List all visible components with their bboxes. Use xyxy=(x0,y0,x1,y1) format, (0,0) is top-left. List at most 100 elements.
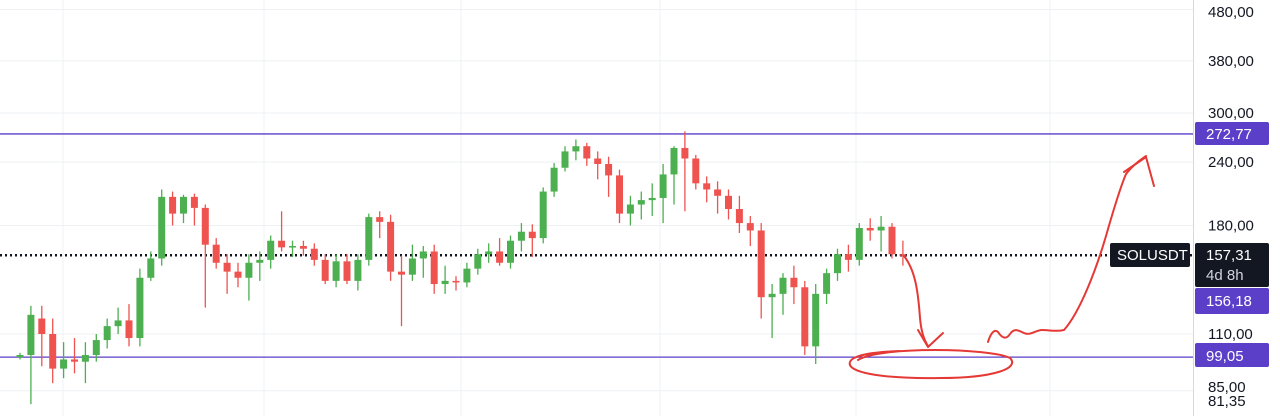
candle[interactable] xyxy=(507,235,514,269)
candle[interactable] xyxy=(136,268,144,347)
candle[interactable] xyxy=(16,352,24,360)
candle[interactable] xyxy=(496,238,504,266)
candle[interactable] xyxy=(212,238,220,269)
candle[interactable] xyxy=(735,195,743,233)
candle-body xyxy=(496,251,504,263)
candle[interactable] xyxy=(278,211,286,252)
drawn-arrowhead-up[interactable] xyxy=(1123,156,1155,187)
price-axis[interactable]: 480,00 380,00 300,00 240,00 180,00 110,00 85,0… xyxy=(1193,0,1254,416)
secondary-price-badge[interactable]: 156,18 xyxy=(1195,288,1269,314)
candle[interactable] xyxy=(289,240,296,258)
candle[interactable] xyxy=(594,151,602,180)
current-price-badge[interactable]: SOLUSDT 157,31 4d 8h xyxy=(1110,243,1269,287)
candle[interactable] xyxy=(452,276,460,291)
candle[interactable] xyxy=(801,280,809,355)
drawn-arrowhead-down[interactable] xyxy=(917,329,944,348)
candle[interactable] xyxy=(812,284,820,364)
candle[interactable] xyxy=(190,193,198,226)
candle-body xyxy=(441,280,449,285)
candle[interactable] xyxy=(441,265,449,294)
level-top-badge[interactable]: 272,77 xyxy=(1195,122,1269,145)
candlestick-series[interactable] xyxy=(16,131,907,405)
candle[interactable] xyxy=(201,204,209,308)
candle[interactable] xyxy=(899,240,907,266)
candle[interactable] xyxy=(768,284,776,339)
candle[interactable] xyxy=(714,181,722,214)
freehand-annotation[interactable] xyxy=(848,155,1155,380)
candle[interactable] xyxy=(790,265,798,305)
candle[interactable] xyxy=(332,254,340,288)
level-bottom-label: 99,05 xyxy=(1206,348,1244,365)
candle-body xyxy=(474,254,482,269)
candle[interactable] xyxy=(60,342,68,379)
candle[interactable] xyxy=(49,318,57,384)
candle[interactable] xyxy=(92,334,100,362)
candle[interactable] xyxy=(823,268,831,305)
candle[interactable] xyxy=(866,218,874,241)
candle[interactable] xyxy=(147,251,155,281)
candle[interactable] xyxy=(169,191,177,226)
candle[interactable] xyxy=(888,223,896,259)
candle[interactable] xyxy=(681,131,689,212)
candle[interactable] xyxy=(561,146,569,172)
candle[interactable] xyxy=(430,244,438,294)
candle[interactable] xyxy=(245,254,253,301)
candle[interactable] xyxy=(474,248,482,275)
candle[interactable] xyxy=(877,215,885,252)
candle[interactable] xyxy=(71,338,78,374)
candle[interactable] xyxy=(223,254,231,294)
candle[interactable] xyxy=(114,307,122,334)
candle[interactable] xyxy=(517,223,525,252)
candle[interactable] xyxy=(539,187,547,244)
candle[interactable] xyxy=(180,194,187,224)
candle[interactable] xyxy=(158,189,166,266)
candle[interactable] xyxy=(855,223,863,266)
candle[interactable] xyxy=(408,244,416,281)
candle[interactable] xyxy=(605,156,613,197)
candle[interactable] xyxy=(572,139,580,161)
candle[interactable] xyxy=(757,223,765,319)
drawn-down-arrow[interactable] xyxy=(903,255,929,347)
candle[interactable] xyxy=(485,243,493,263)
candle[interactable] xyxy=(256,251,264,281)
candle[interactable] xyxy=(844,244,852,272)
level-bottom-badge[interactable]: 99,05 xyxy=(1195,343,1269,367)
candle[interactable] xyxy=(103,318,111,349)
candle[interactable] xyxy=(234,262,242,288)
candle[interactable] xyxy=(387,214,395,281)
candle[interactable] xyxy=(550,163,558,197)
candle[interactable] xyxy=(38,305,46,367)
candle[interactable] xyxy=(670,146,678,205)
candle[interactable] xyxy=(834,248,841,281)
candle[interactable] xyxy=(692,154,700,190)
candle[interactable] xyxy=(648,183,656,216)
candle[interactable] xyxy=(299,240,307,256)
candle[interactable] xyxy=(583,142,591,166)
candle[interactable] xyxy=(419,246,427,278)
candle[interactable] xyxy=(27,305,35,405)
drawn-zigzag-up[interactable] xyxy=(987,155,1147,343)
horizontal-levels[interactable] xyxy=(0,133,1193,358)
candle[interactable] xyxy=(398,255,405,327)
candle[interactable] xyxy=(310,243,318,266)
candle[interactable] xyxy=(376,211,384,239)
candle[interactable] xyxy=(321,254,329,285)
candle[interactable] xyxy=(779,273,787,315)
candle[interactable] xyxy=(81,342,89,384)
candle[interactable] xyxy=(659,163,667,224)
candle[interactable] xyxy=(637,191,645,220)
drawn-ellipse[interactable] xyxy=(848,349,1013,380)
candle[interactable] xyxy=(463,262,471,288)
candle[interactable] xyxy=(267,235,275,269)
candle[interactable] xyxy=(343,254,351,285)
candle[interactable] xyxy=(354,254,362,291)
candle[interactable] xyxy=(626,195,634,226)
candle[interactable] xyxy=(746,215,754,247)
candle[interactable] xyxy=(616,169,623,224)
candle[interactable] xyxy=(365,213,373,266)
candle[interactable] xyxy=(703,176,711,203)
candle[interactable] xyxy=(725,189,732,220)
candle[interactable] xyxy=(125,304,133,347)
candle[interactable] xyxy=(528,224,536,258)
